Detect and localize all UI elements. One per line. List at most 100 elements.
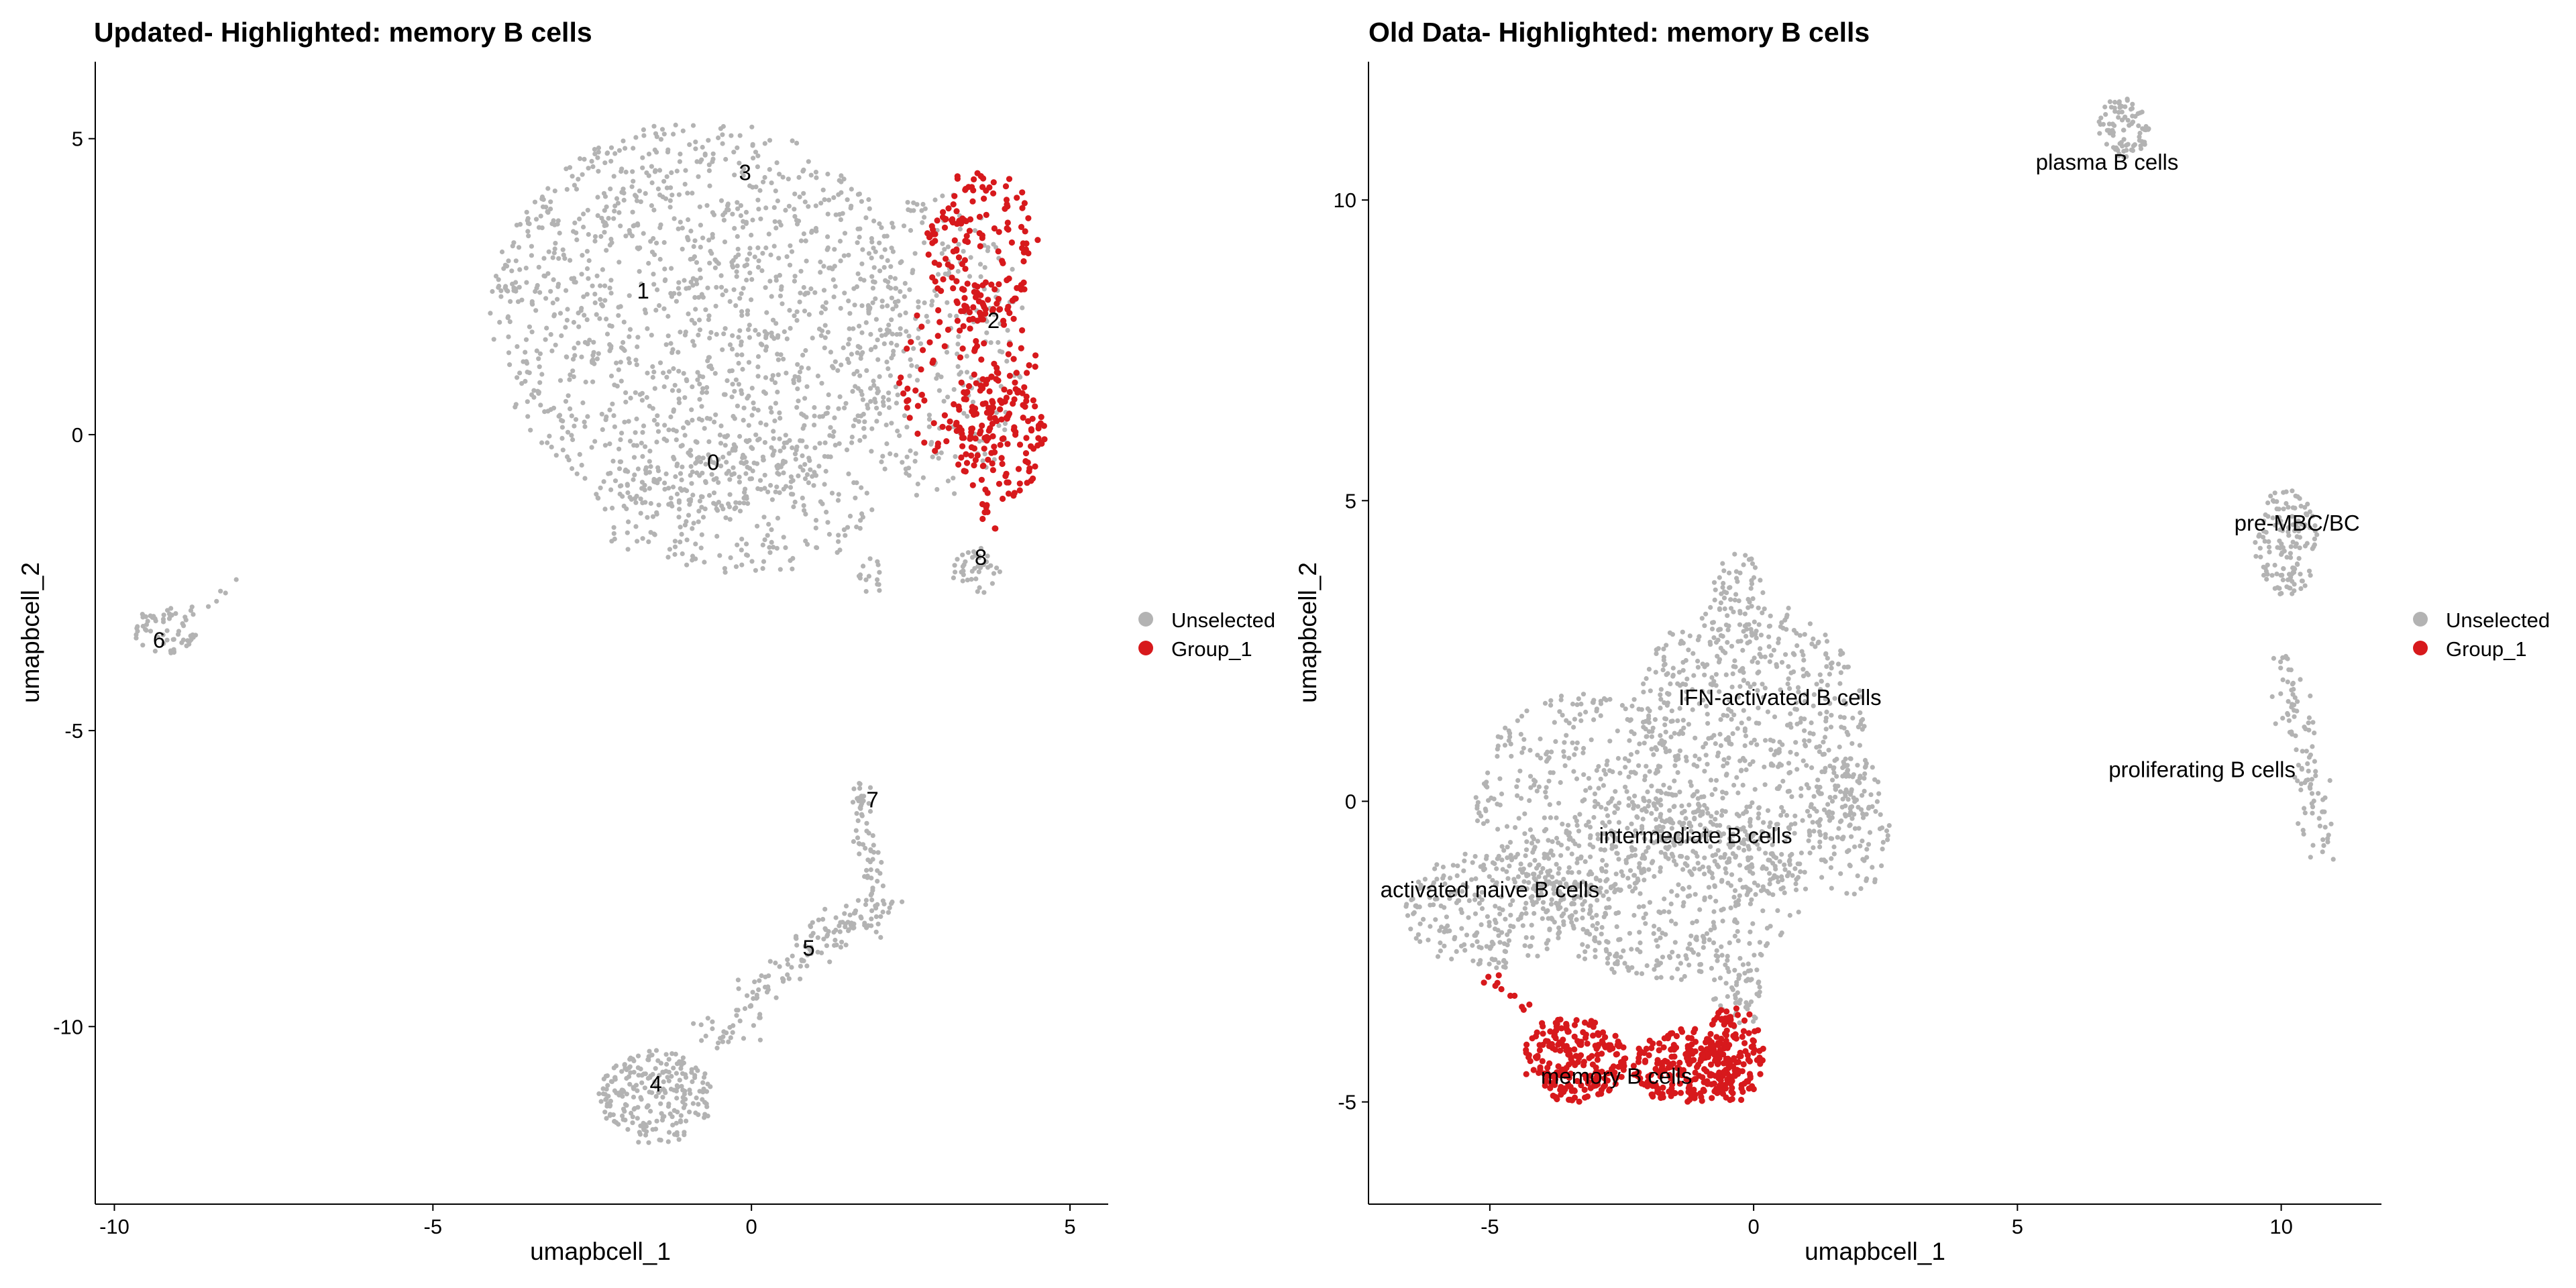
point-unselected: [1642, 773, 1648, 779]
point-group-1: [967, 325, 973, 332]
point-unselected: [772, 418, 777, 424]
point-unselected: [1577, 712, 1582, 717]
point-unselected: [826, 392, 831, 398]
point-unselected: [1725, 761, 1730, 766]
point-unselected: [822, 335, 828, 340]
point-unselected: [1518, 861, 1523, 867]
point-unselected: [666, 1078, 672, 1083]
point-unselected: [751, 460, 757, 466]
point-unselected: [1700, 809, 1705, 814]
point-unselected: [176, 629, 182, 634]
point-unselected: [699, 417, 704, 423]
point-unselected: [686, 421, 691, 426]
point-unselected: [698, 459, 704, 465]
point-unselected: [1653, 745, 1658, 750]
point-unselected: [1778, 687, 1783, 692]
point-unselected: [1582, 859, 1588, 864]
point-unselected: [2108, 105, 2114, 110]
point-unselected: [556, 256, 561, 261]
point-unselected: [687, 142, 692, 148]
point-unselected: [1609, 843, 1615, 848]
point-unselected: [766, 231, 771, 237]
point-unselected: [731, 150, 737, 155]
point-unselected: [633, 390, 638, 395]
point-unselected: [1684, 855, 1690, 861]
point-unselected: [865, 857, 871, 863]
point-unselected: [541, 273, 547, 278]
point-unselected: [144, 628, 149, 633]
point-unselected: [747, 246, 753, 251]
point-unselected: [755, 354, 761, 360]
point-unselected: [1587, 911, 1592, 916]
point-unselected: [2272, 490, 2277, 496]
point-unselected: [812, 290, 818, 295]
point-unselected: [1485, 914, 1490, 919]
point-unselected: [488, 311, 493, 316]
point-unselected: [861, 411, 866, 417]
point-unselected: [1728, 606, 1734, 611]
point-unselected: [2286, 699, 2291, 704]
point-unselected: [934, 292, 939, 299]
point-unselected: [559, 418, 564, 423]
point-unselected: [761, 559, 767, 564]
point-unselected: [704, 390, 709, 395]
point-unselected: [1729, 643, 1735, 649]
point-unselected: [1631, 731, 1637, 737]
point-group-1: [898, 374, 904, 381]
point-unselected: [897, 313, 903, 318]
point-unselected: [857, 323, 862, 329]
point-unselected: [1556, 840, 1561, 845]
point-unselected: [1454, 873, 1460, 878]
point-unselected: [1813, 644, 1818, 649]
point-unselected: [736, 335, 741, 340]
point-unselected: [851, 423, 856, 429]
point-unselected: [1440, 864, 1446, 870]
point-unselected: [1672, 837, 1677, 842]
point-unselected: [1860, 716, 1866, 722]
point-unselected: [894, 343, 900, 348]
point-unselected: [611, 525, 616, 530]
point-unselected: [1515, 885, 1520, 890]
point-unselected: [1580, 915, 1585, 920]
point-unselected: [1817, 839, 1823, 845]
point-unselected: [841, 527, 847, 533]
point-unselected: [1750, 759, 1756, 764]
point-unselected: [555, 297, 560, 302]
point-unselected: [1786, 605, 1791, 611]
point-unselected: [2253, 553, 2259, 559]
point-unselected: [802, 309, 808, 314]
point-unselected: [604, 1116, 609, 1121]
point-unselected: [631, 1069, 637, 1075]
point-unselected: [608, 236, 614, 242]
legend-marker-group-1: [1138, 641, 1153, 655]
point-unselected: [1654, 825, 1660, 830]
point-unselected: [2137, 138, 2142, 143]
point-unselected: [940, 193, 945, 199]
point-unselected: [737, 433, 743, 439]
point-group-1: [1006, 372, 1013, 379]
point-unselected: [628, 1070, 633, 1075]
point-unselected: [579, 462, 584, 468]
point-unselected: [1841, 664, 1847, 670]
point-unselected: [757, 1037, 763, 1042]
point-unselected: [955, 341, 961, 347]
point-unselected: [1527, 944, 1533, 949]
point-unselected: [1714, 810, 1719, 816]
point-unselected: [587, 337, 592, 343]
point-unselected: [795, 386, 800, 392]
point-unselected: [602, 443, 608, 448]
point-unselected: [739, 170, 745, 175]
point-unselected: [674, 1095, 680, 1101]
point-unselected: [2267, 549, 2272, 555]
point-unselected: [792, 499, 798, 505]
point-unselected: [857, 572, 863, 578]
point-unselected: [731, 264, 736, 270]
point-unselected: [1005, 327, 1010, 333]
point-unselected: [700, 235, 706, 241]
point-unselected: [1703, 741, 1709, 746]
point-unselected: [2110, 121, 2115, 127]
point-unselected: [682, 278, 687, 283]
point-unselected: [1497, 940, 1503, 945]
point-unselected: [828, 425, 833, 430]
point-unselected: [580, 400, 586, 406]
